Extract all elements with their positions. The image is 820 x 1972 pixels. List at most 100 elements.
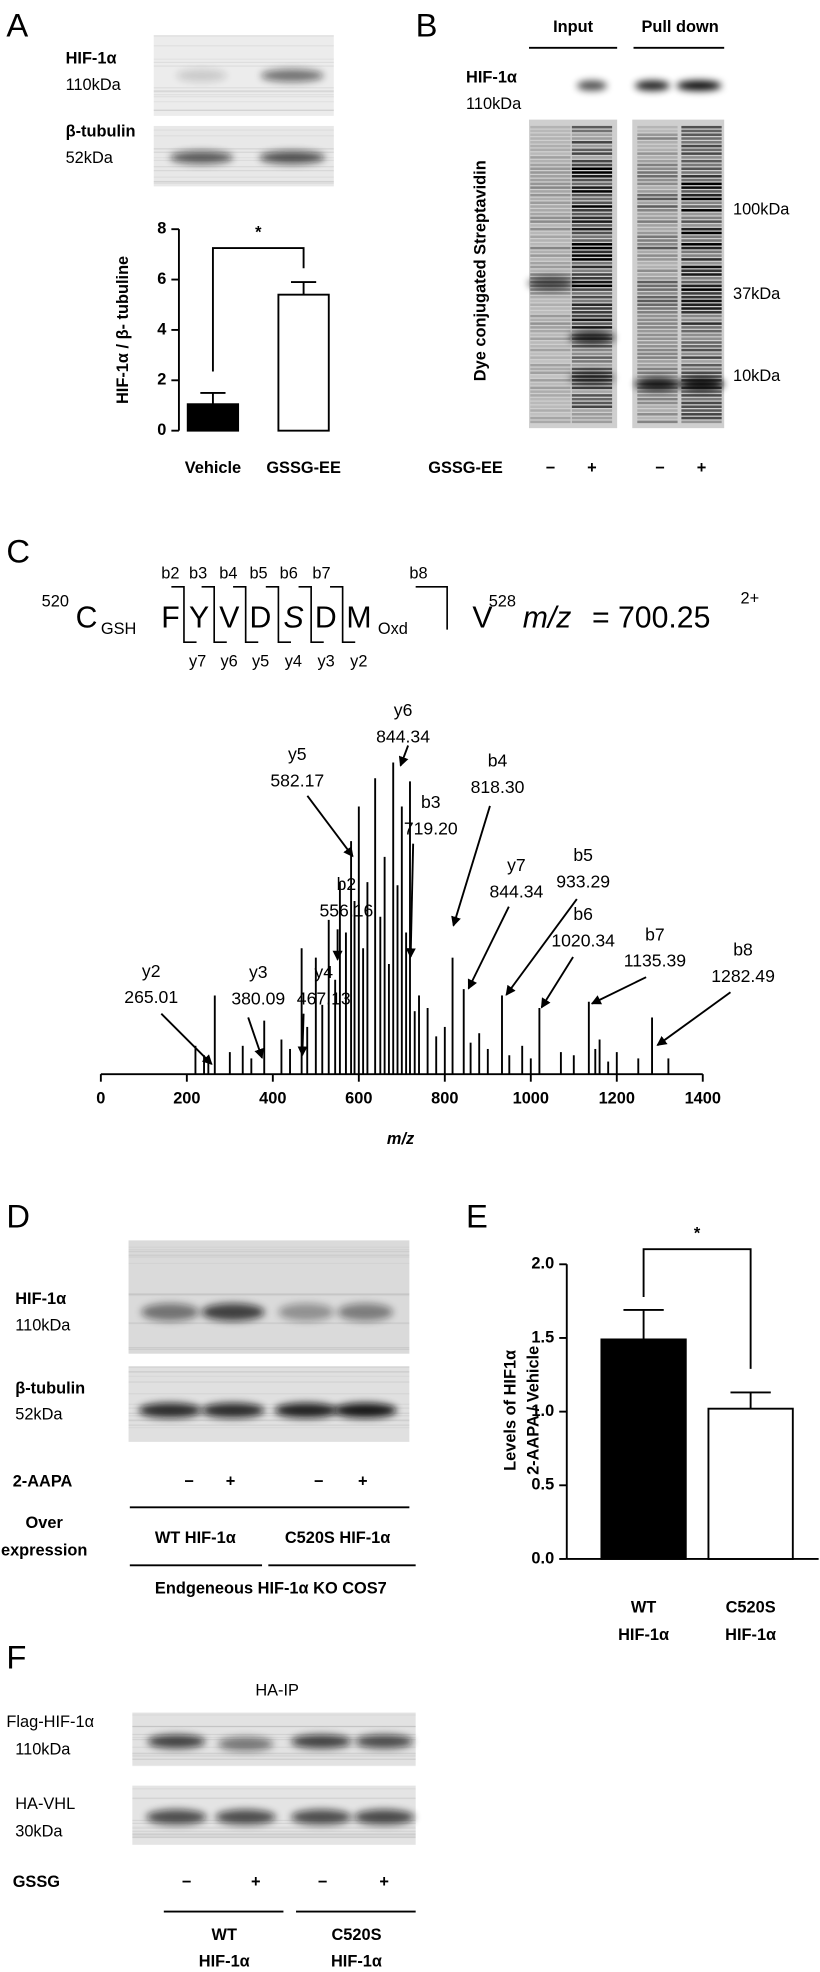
blot-texture — [153, 170, 334, 172]
fragment-bracket — [298, 585, 324, 644]
blot-texture — [681, 333, 722, 337]
blot-texture — [530, 133, 571, 136]
panel-label: C — [6, 533, 30, 570]
blot-texture — [530, 254, 571, 257]
blot-texture — [681, 190, 722, 193]
treatment-sign: + — [379, 1873, 389, 1891]
blot-texture — [681, 352, 722, 356]
blot-texture — [681, 390, 722, 393]
blot-texture — [153, 151, 334, 154]
blot-label: 110kDa — [15, 1316, 71, 1334]
blot-texture — [530, 326, 571, 329]
blot-texture — [681, 186, 722, 189]
blot-texture — [132, 1736, 416, 1739]
blot-texture — [530, 148, 571, 152]
blot-texture — [681, 227, 722, 231]
blot-texture — [530, 141, 571, 144]
peak-arrow — [398, 745, 409, 767]
blot-texture — [530, 193, 571, 197]
y-tick-label: 0.0 — [531, 1549, 554, 1567]
blot-texture — [637, 133, 678, 136]
blot-texture — [153, 181, 334, 183]
blot-texture — [637, 299, 678, 303]
significance: * — [255, 223, 262, 241]
blot-band — [576, 80, 608, 91]
peak-ion: b2 — [337, 874, 357, 894]
blot-texture — [530, 367, 571, 371]
blot-texture — [681, 375, 722, 378]
blot-texture — [637, 318, 678, 322]
blot-texture — [637, 125, 678, 129]
blot-texture — [681, 265, 722, 269]
blot-texture — [637, 273, 678, 276]
x-tick-label: 600 — [345, 1090, 372, 1108]
blot-texture — [530, 348, 571, 352]
blot-texture — [153, 182, 334, 184]
blot-texture — [571, 235, 613, 238]
blot-texture — [530, 341, 571, 344]
blot-texture — [681, 273, 722, 276]
blot-texture — [571, 182, 613, 186]
blot-texture — [637, 141, 678, 144]
residue-number: 528 — [489, 592, 516, 610]
blot-texture — [637, 254, 678, 257]
blot-texture — [681, 401, 722, 405]
blot-texture — [530, 205, 571, 208]
blot-texture — [637, 258, 678, 261]
blot-texture — [132, 1725, 416, 1728]
x-tick-label: 1000 — [513, 1090, 549, 1108]
blot-texture — [530, 386, 571, 390]
blot-texture — [571, 159, 613, 163]
blot-texture — [681, 144, 722, 148]
blot-texture — [530, 397, 571, 401]
blot-texture — [637, 156, 678, 159]
peak-ion: b6 — [573, 904, 593, 924]
row-label: Over — [26, 1514, 64, 1532]
y-ion: y2 — [350, 653, 367, 671]
blot-texture — [530, 197, 571, 201]
blot-band — [217, 1737, 274, 1751]
blot-texture — [530, 246, 571, 250]
blot-texture — [530, 303, 571, 306]
blot-texture — [530, 356, 571, 359]
blot-texture — [530, 382, 571, 386]
blot-texture — [637, 171, 678, 174]
x-tick-label: Vehicle — [185, 459, 241, 477]
blot-texture — [530, 182, 571, 186]
blot-texture — [681, 299, 722, 303]
x-tick-label: HIF-1α — [618, 1626, 669, 1644]
blot-texture — [530, 212, 571, 216]
blot-texture — [128, 1254, 410, 1256]
blot-texture — [637, 265, 678, 269]
blot-texture — [530, 371, 571, 374]
blot-texture — [530, 265, 571, 269]
blot-texture — [681, 314, 722, 318]
modification: GSH — [101, 620, 136, 638]
peak-ion: b8 — [733, 939, 753, 959]
blot-texture — [637, 326, 678, 329]
blot-band — [337, 1303, 393, 1321]
blot-texture — [637, 231, 678, 235]
blot-texture — [681, 307, 722, 310]
blot-label: HA-VHL — [15, 1795, 75, 1813]
peak-ion: y6 — [394, 700, 413, 720]
treatment-sign: − — [314, 1472, 324, 1490]
blot-texture — [153, 166, 334, 168]
b-ion: b4 — [219, 565, 237, 583]
residue: S — [283, 602, 303, 635]
blot-texture — [637, 239, 678, 242]
blot-texture — [681, 254, 722, 257]
blot-label: Flag-HIF-1α — [6, 1713, 94, 1731]
blot-texture — [530, 394, 571, 397]
blot-texture — [530, 235, 571, 238]
blot-texture — [637, 182, 678, 186]
blot-texture — [571, 212, 613, 216]
blot-texture — [571, 129, 613, 133]
blot-texture — [530, 186, 571, 189]
peak-mz: 1135.39 — [624, 951, 686, 971]
blot-texture — [571, 148, 613, 152]
blot-texture — [637, 167, 678, 170]
blot-texture — [637, 159, 678, 163]
peak-ion: y5 — [288, 744, 307, 764]
